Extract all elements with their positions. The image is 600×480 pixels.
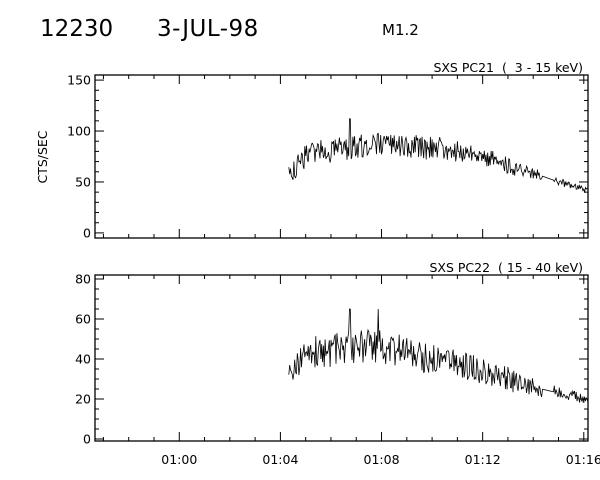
ytick-label: 0 <box>83 225 91 240</box>
xtick-label: 01:00 <box>161 452 197 467</box>
ytick-label: 60 <box>75 312 91 327</box>
ytick-label: 0 <box>83 432 91 447</box>
ytick-label: 150 <box>67 73 91 88</box>
panel-top-ylabel: CTS/SEC <box>35 130 50 183</box>
panel-bottom: SXS PC22 ( 15 - 40 keV) 0 20 40 60 80 01:00 01… <box>75 260 600 467</box>
panel-top: SXS PC21 ( 3 - 15 keV) CTS/SEC 0 50 100 150 <box>35 60 589 240</box>
xtick-label: 01:08 <box>364 452 400 467</box>
ytick-label: 50 <box>75 174 91 189</box>
flare-class: M1.2 <box>382 21 419 39</box>
event-number: 12230 <box>40 16 114 42</box>
ytick-label: 40 <box>75 352 91 367</box>
panel-bottom-frame <box>94 274 589 442</box>
ytick-label: 80 <box>75 272 91 287</box>
xtick-label: 01:16 <box>566 452 600 467</box>
event-date: 3-JUL-98 <box>157 16 259 42</box>
panel-bottom-title: SXS PC22 ( 15 - 40 keV) <box>429 260 583 275</box>
ytick-label: 100 <box>67 124 91 139</box>
panel-top-title: SXS PC21 ( 3 - 15 keV) <box>433 60 583 75</box>
xtick-label: 01:12 <box>465 452 501 467</box>
panel-top-frame <box>94 74 589 239</box>
ytick-label: 20 <box>75 392 91 407</box>
plot-header: 12230 3-JUL-98 M1.2 <box>0 0 600 50</box>
series-pc21-line <box>288 118 589 193</box>
xtick-label: 01:04 <box>262 452 298 467</box>
series-pc22-line <box>288 308 589 404</box>
